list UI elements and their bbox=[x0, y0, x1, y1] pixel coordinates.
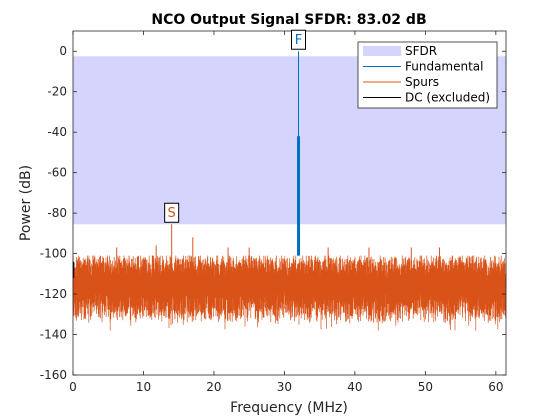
annotation-box-0 bbox=[291, 29, 307, 50]
y-tick-label--160: -160 bbox=[40, 368, 67, 382]
y-tick-label--80: -80 bbox=[47, 206, 67, 220]
legend-swatch-0 bbox=[363, 46, 401, 56]
x-tick-label-50: 50 bbox=[418, 380, 433, 394]
x-tick-label-30: 30 bbox=[277, 380, 292, 394]
y-tick-label-0: 0 bbox=[59, 44, 67, 58]
legend-label-1: Fundamental bbox=[405, 60, 484, 74]
annotations: FS bbox=[164, 29, 307, 223]
y-tick-label--40: -40 bbox=[47, 125, 67, 139]
axes-box bbox=[72, 30, 507, 376]
annotation-label-1: S bbox=[168, 206, 176, 221]
x-axis-label: Frequency (MHz) bbox=[230, 400, 348, 416]
legend-label-3: DC (excluded) bbox=[405, 91, 490, 105]
axes: 0 10 20 30 40 50 60 -160 -140 -120 -100 -80 -60 -40 -2… bbox=[40, 30, 507, 394]
y-tick-label--140: -140 bbox=[40, 328, 67, 342]
y-tick-label--60: -60 bbox=[47, 166, 67, 180]
chart-title: NCO Output Signal SFDR: 83.02 dB bbox=[151, 12, 426, 28]
y-axis-label: Power (dB) bbox=[18, 165, 34, 241]
x-tick-label-20: 20 bbox=[206, 380, 221, 394]
legend-label-0: SFDR bbox=[405, 44, 437, 58]
y-tick-label--120: -120 bbox=[40, 287, 67, 301]
x-tick-label-40: 40 bbox=[347, 380, 362, 394]
x-tick-label-60: 60 bbox=[488, 380, 503, 394]
annotation-box-1 bbox=[164, 202, 180, 223]
x-tick-label-10: 10 bbox=[136, 380, 151, 394]
annotation-label-0: F bbox=[295, 33, 302, 48]
x-tick-label-0: 0 bbox=[69, 380, 77, 394]
legend-label-2: Spurs bbox=[405, 75, 439, 89]
y-tick-label--20: -20 bbox=[47, 85, 67, 99]
y-tick-label--100: -100 bbox=[40, 247, 67, 261]
